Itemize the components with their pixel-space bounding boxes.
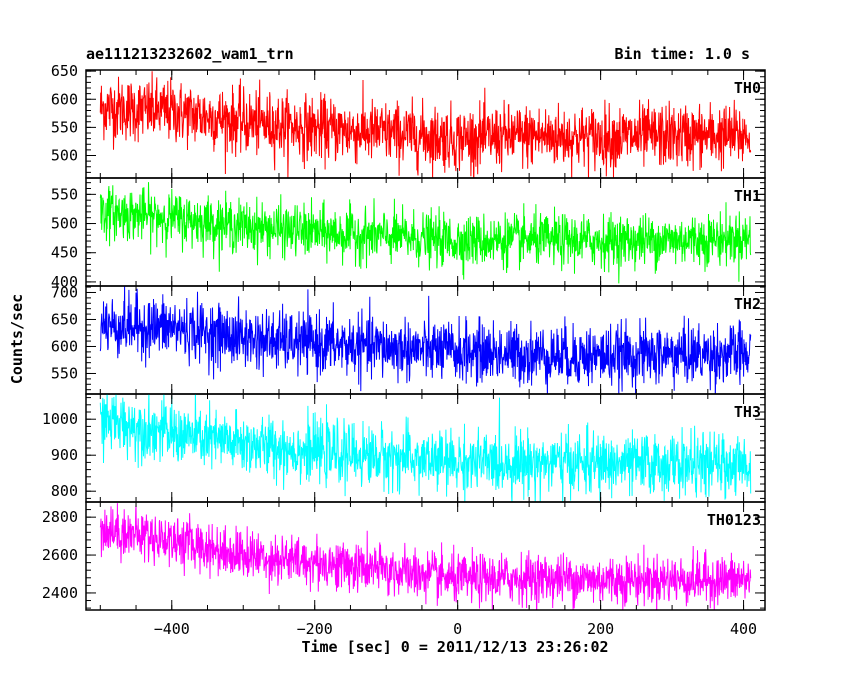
y-tick-label: 450 bbox=[51, 244, 78, 262]
y-tick-label: 700 bbox=[51, 283, 78, 301]
y-tick-label: 650 bbox=[51, 62, 78, 80]
x-tick-label: 200 bbox=[587, 620, 614, 638]
y-tick-label: 500 bbox=[51, 147, 78, 165]
series-line-th0 bbox=[99, 71, 752, 178]
series-line-th0123 bbox=[99, 503, 752, 610]
series-line-th1 bbox=[99, 182, 752, 284]
x-axis-label: Time [sec] 0 = 2011/12/13 23:26:02 bbox=[301, 638, 609, 656]
y-tick-label: 600 bbox=[51, 90, 78, 108]
x-tick-label: 400 bbox=[730, 620, 757, 638]
y-tick-label: 650 bbox=[51, 310, 78, 328]
y-tick-label: 800 bbox=[51, 482, 78, 500]
y-tick-label: 550 bbox=[51, 364, 78, 382]
panel-th0123: 2400 2600 2800 TH0123 bbox=[42, 501, 766, 611]
y-tick-label: 500 bbox=[51, 215, 78, 233]
y-tick-label: 400 bbox=[51, 273, 78, 291]
legend-th0: TH0 bbox=[734, 79, 761, 97]
panel-th1: 400 450 500 550 TH1 bbox=[51, 177, 766, 291]
chart-title: ae111213232602_wam1_trn bbox=[86, 45, 294, 63]
y-tick-label: 600 bbox=[51, 337, 78, 355]
series-line-th2 bbox=[99, 286, 752, 394]
y-tick-label: 900 bbox=[51, 446, 78, 464]
x-tick-label: −200 bbox=[297, 620, 333, 638]
panel-th3: 800 900 1000 TH3 bbox=[42, 393, 766, 503]
y-tick-label: 1000 bbox=[42, 410, 78, 428]
legend-th3: TH3 bbox=[734, 403, 761, 421]
y-tick-label: 2800 bbox=[42, 508, 78, 526]
y-tick-label: 550 bbox=[51, 118, 78, 136]
panel-frame bbox=[85, 393, 766, 503]
legend-th1: TH1 bbox=[734, 187, 761, 205]
y-tick-label: 2600 bbox=[42, 546, 78, 564]
y-tick-label: 2400 bbox=[42, 584, 78, 602]
panel-frame bbox=[85, 501, 766, 611]
y-tick-label: 550 bbox=[51, 185, 78, 203]
bin-time-label: Bin time: 1.0 s bbox=[614, 45, 750, 63]
legend-th0123: TH0123 bbox=[707, 511, 761, 529]
legend-th2: TH2 bbox=[734, 295, 761, 313]
series-line-th3 bbox=[99, 394, 752, 502]
panel-th2: 550 600 650 700 TH2 bbox=[51, 283, 766, 395]
x-tick-label: −400 bbox=[154, 620, 190, 638]
panel-th0: 500 550 600 650 TH0 bbox=[51, 62, 766, 179]
x-tick-label: 0 bbox=[453, 620, 462, 638]
